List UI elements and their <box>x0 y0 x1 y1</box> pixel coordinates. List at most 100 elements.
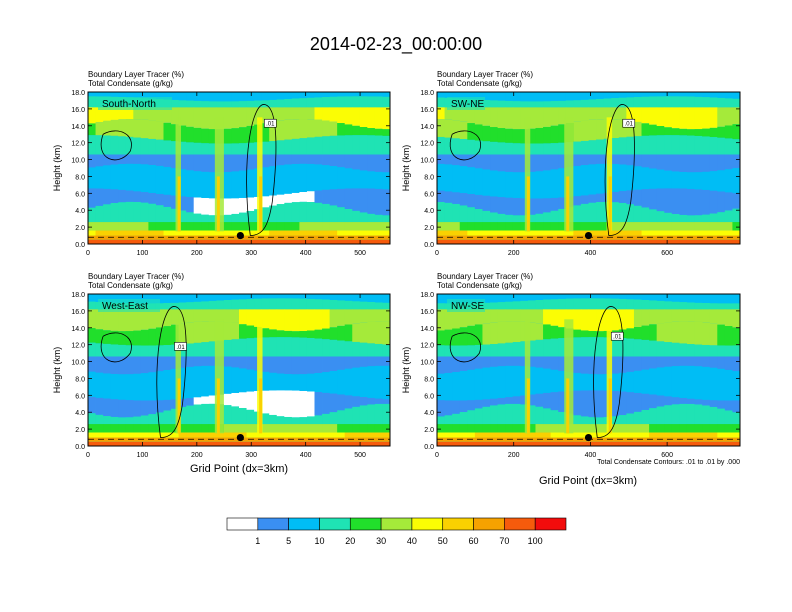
x-tick-label: 0 <box>86 250 90 257</box>
y-tick-label: 16.0 <box>71 107 85 114</box>
panel-south-north: Boundary Layer Tracer (%)Total Condensat… <box>52 70 391 257</box>
x-tick-label: 100 <box>137 452 149 459</box>
tracer-field <box>88 92 391 244</box>
y-tick-label: 16.0 <box>420 309 434 316</box>
plot-frame <box>87 293 391 447</box>
location-marker <box>236 433 244 442</box>
panel-label: South-North <box>102 99 156 110</box>
panel-label-background <box>98 299 160 312</box>
x-tick-label: 0 <box>86 452 90 459</box>
contour-note: Total Condensate Contours: .01 to .01 by… <box>597 459 740 466</box>
y-tick-label: 10.0 <box>71 158 85 165</box>
y-tick-label: 10.0 <box>420 360 434 367</box>
contour-label: .01 <box>176 345 185 351</box>
x-tick-label: 500 <box>354 250 366 257</box>
colorbar-swatch <box>442 517 474 531</box>
y-tick-label: 8.0 <box>75 174 85 181</box>
colorbar-swatch <box>380 517 413 531</box>
location-marker <box>584 231 593 240</box>
x-tick-label: 200 <box>508 250 520 257</box>
y-tick-label: 12.0 <box>420 343 434 350</box>
panel-title-tracer: Boundary Layer Tracer (%) <box>437 272 533 281</box>
x-tick-label: 400 <box>300 452 312 459</box>
y-axis: 0.0 2.0 4.0 6.0 8.0 10.0 12.0 14.0 16.0 18.0 <box>71 90 390 249</box>
y-tick-label: 10.0 <box>420 158 434 165</box>
y-tick-label: 0.0 <box>424 444 434 451</box>
y-tick-label: 2.0 <box>424 225 434 232</box>
colorbar-swatch <box>504 517 536 531</box>
y-tick-label: 18.0 <box>71 292 85 299</box>
colorbar-swatch <box>534 517 567 531</box>
colorbar-label: 1 <box>255 536 260 546</box>
colorbar-label: 50 <box>438 536 448 546</box>
y-axis: 0.0 2.0 4.0 6.0 8.0 10.0 12.0 14.0 16.0 18.0 <box>71 292 390 451</box>
x-tick-label: 300 <box>245 250 257 257</box>
x-tick-label: 600 <box>661 452 673 459</box>
panel-title-tracer: Boundary Layer Tracer (%) <box>88 70 184 79</box>
colorbar-swatch <box>473 517 505 531</box>
panels-group: Boundary Layer Tracer (%)Total Condensat… <box>52 70 741 459</box>
x-tick-label: 0 <box>435 452 439 459</box>
panel-title-condensate: Total Condensate (g/kg) <box>88 79 173 88</box>
x-tick-label: 400 <box>585 452 597 459</box>
y-tick-label: 6.0 <box>75 191 85 198</box>
x-axis: 0 200 400 600 <box>435 92 673 257</box>
y-tick-label: 2.0 <box>75 427 85 434</box>
panel-label: SW-NE <box>451 99 484 110</box>
y-tick-label: 14.0 <box>420 326 434 333</box>
panel-west-east: Boundary Layer Tracer (%)Total Condensat… <box>52 272 391 459</box>
y-tick-label: 18.0 <box>71 90 85 97</box>
x-axis-label-right: Grid Point (dx=3km) <box>539 475 637 487</box>
y-tick-label: 0.0 <box>424 242 434 249</box>
y-tick-label: 0.0 <box>75 242 85 249</box>
panel-title-tracer: Boundary Layer Tracer (%) <box>88 272 184 281</box>
contour-label: .01 <box>625 122 634 128</box>
panel-title-condensate: Total Condensate (g/kg) <box>437 79 522 88</box>
y-axis: 0.0 2.0 4.0 6.0 8.0 10.0 12.0 14.0 16.0 18.0 <box>420 90 740 249</box>
y-tick-label: 6.0 <box>75 393 85 400</box>
panel-title-condensate: Total Condensate (g/kg) <box>88 281 173 290</box>
y-tick-label: 6.0 <box>424 393 434 400</box>
colorbar: 1 5 10 20 30 40 50 60 70 100 <box>226 517 567 546</box>
colorbar-swatch <box>319 517 351 531</box>
y-tick-label: 12.0 <box>71 141 85 148</box>
figure-title: 2014-02-23_00:00:00 <box>310 34 482 55</box>
colorbar-swatch <box>257 517 289 531</box>
colorbar-label: 30 <box>376 536 386 546</box>
panel-title-tracer: Boundary Layer Tracer (%) <box>437 70 533 79</box>
contour-label-box <box>263 118 277 128</box>
y-tick-label: 4.0 <box>75 410 85 417</box>
colorbar-label: 5 <box>286 536 291 546</box>
x-tick-label: 400 <box>585 250 597 257</box>
colorbar-swatch <box>288 517 320 531</box>
y-tick-label: 14.0 <box>71 124 85 131</box>
x-tick-label: 600 <box>661 250 673 257</box>
panel-label: NW-SE <box>451 301 484 312</box>
colorbar-label: 40 <box>407 536 417 546</box>
colorbar-label: 10 <box>314 536 324 546</box>
y-tick-label: 6.0 <box>424 191 434 198</box>
plot-frame <box>436 293 741 447</box>
y-tick-label: 0.0 <box>75 444 85 451</box>
x-tick-label: 200 <box>191 250 203 257</box>
y-axis-label: Height (km) <box>401 145 411 192</box>
y-tick-label: 18.0 <box>420 292 434 299</box>
y-tick-label: 16.0 <box>420 107 434 114</box>
y-tick-label: 8.0 <box>75 376 85 383</box>
x-axis: 0 200 400 600 <box>435 294 673 459</box>
x-axis-label-left: Grid Point (dx=3km) <box>190 463 288 475</box>
panel-nw-se: Boundary Layer Tracer (%)Total Condensat… <box>401 272 741 459</box>
tracer-field <box>437 294 741 446</box>
y-tick-label: 4.0 <box>424 410 434 417</box>
x-tick-label: 100 <box>137 250 149 257</box>
location-marker <box>236 231 244 240</box>
panel-label: West-East <box>102 301 148 312</box>
x-tick-label: 400 <box>300 250 312 257</box>
x-tick-label: 200 <box>191 452 203 459</box>
y-axis-label: Height (km) <box>52 347 62 394</box>
y-tick-label: 4.0 <box>424 208 434 215</box>
colorbar-label: 60 <box>469 536 479 546</box>
y-tick-label: 12.0 <box>420 141 434 148</box>
plot-frame <box>87 91 391 245</box>
